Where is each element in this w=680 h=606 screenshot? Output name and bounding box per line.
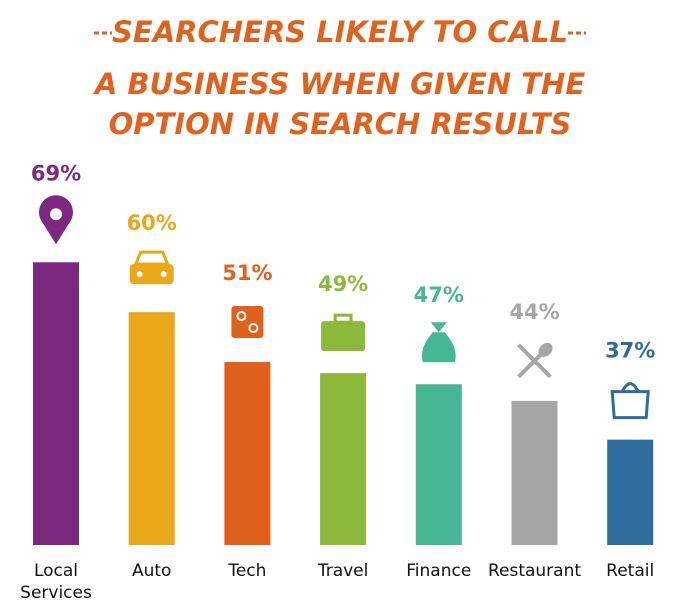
icon	[129, 250, 174, 285]
icon-shape	[321, 321, 366, 352]
value-label: 37%	[605, 339, 655, 363]
x-tick-label: Travel	[317, 561, 369, 581]
value-label: 60%	[127, 211, 177, 235]
icon	[610, 382, 650, 420]
bar	[224, 362, 271, 545]
icon-shape	[160, 271, 167, 278]
value-label: 51%	[222, 261, 272, 285]
icon	[39, 195, 73, 245]
icon-shape	[136, 271, 143, 278]
icon-shape	[231, 306, 264, 339]
bar	[33, 262, 79, 545]
icon-shape	[129, 264, 174, 285]
x-tick-label: Restaurant	[487, 561, 582, 581]
bar	[128, 312, 175, 545]
value-label: 44%	[509, 300, 559, 324]
icon	[231, 306, 264, 339]
icon-shape	[430, 322, 447, 333]
x-tick-label: Local Services	[20, 561, 92, 603]
x-tick-label: Auto	[131, 561, 172, 581]
x-tick-label: Finance	[406, 561, 472, 581]
icon	[517, 342, 553, 379]
icon-shape	[50, 208, 62, 221]
bar	[607, 439, 654, 545]
value-label: 47%	[414, 283, 464, 307]
icon-shape	[620, 382, 640, 393]
icon-shape	[538, 342, 553, 357]
icon-shape	[236, 311, 247, 322]
icon-shape	[333, 313, 353, 324]
icon-shape	[610, 390, 650, 420]
chart-title: SEARCHERS LIKELY TO CALL	[112, 15, 568, 49]
bar	[415, 384, 462, 545]
icon-shape	[248, 323, 259, 334]
icon	[321, 313, 366, 352]
bar	[511, 400, 558, 545]
value-label: 69%	[31, 161, 81, 185]
value-label: 49%	[318, 272, 368, 296]
icon	[421, 322, 456, 363]
chart-subtitle: A BUSINESS WHEN GIVEN THE OPTION IN SEAR…	[94, 67, 586, 141]
x-tick-label: Tech	[228, 561, 267, 581]
x-tick-label: Retail	[606, 561, 655, 581]
bar	[320, 373, 367, 545]
icon-shape	[133, 250, 170, 266]
icon-shape	[421, 332, 456, 363]
